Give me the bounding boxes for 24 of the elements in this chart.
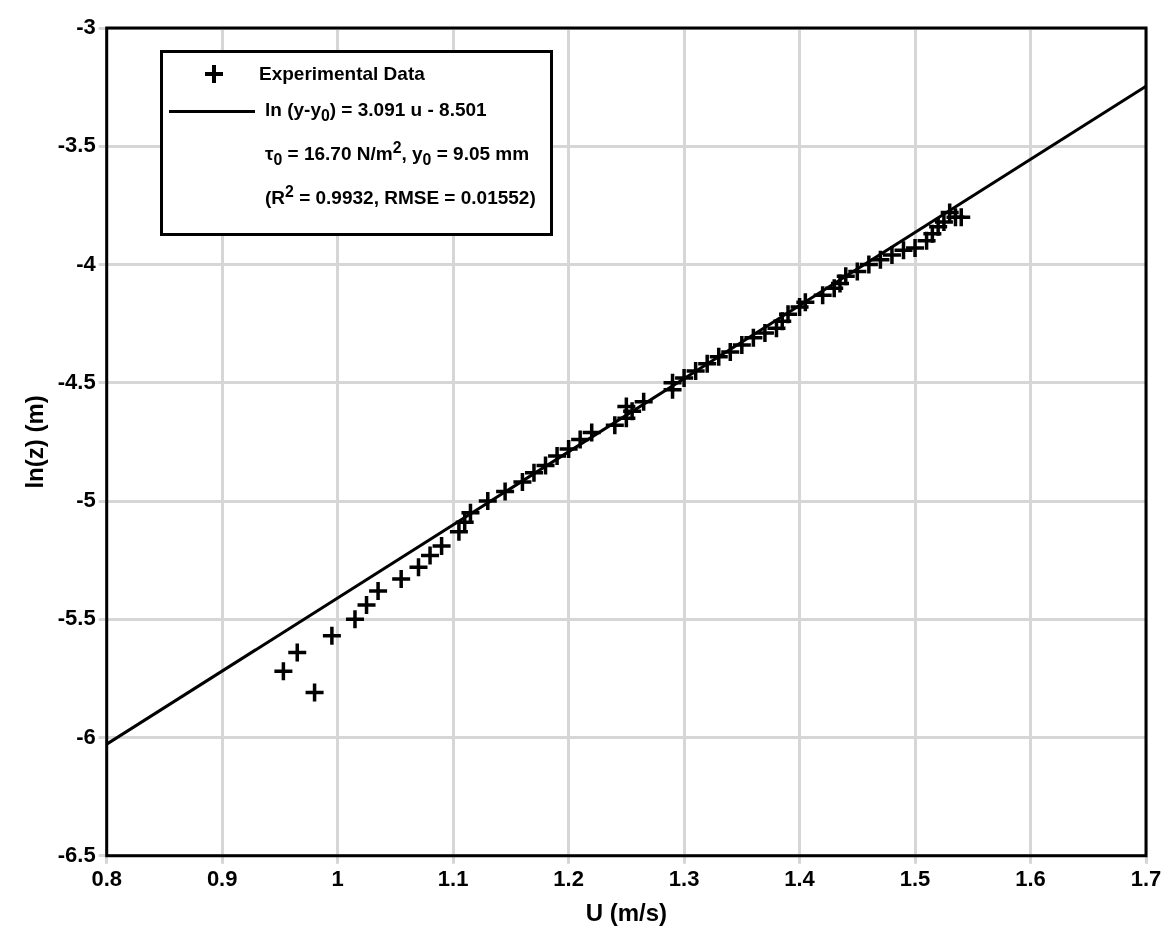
- x-tick-label: 1.6: [1015, 866, 1046, 892]
- x-tick-label: 1.3: [668, 866, 700, 892]
- y-tick-label: -5: [76, 487, 96, 513]
- y-tick-label: -3.5: [57, 132, 96, 158]
- annotation: τ$_{0}$ = 16.70 N/m$^{2}$, y$_{0}$ = 9.05 mm: [265, 138, 531, 169]
- x-tick-label: 0.9: [206, 866, 238, 892]
- legend-label: Experimental Data: [259, 63, 425, 85]
- y-tick-label: -3: [76, 14, 96, 40]
- x-tick-label: 1.2: [553, 866, 584, 892]
- y-tick-label: -4: [76, 250, 97, 276]
- y-axis-title: ln(z) (m): [21, 395, 49, 489]
- y-tick-label: -6: [76, 723, 96, 749]
- y-tick-label: -4.5: [57, 368, 96, 394]
- x-tick-label: 1.1: [437, 866, 469, 892]
- y-tick-label: -5.5: [57, 605, 96, 631]
- x-axis-title: U (m/s): [585, 899, 668, 927]
- x-tick-label: 1: [331, 866, 344, 892]
- x-tick-label: 1.4: [784, 866, 816, 892]
- x-tick-label: 0.8: [91, 866, 123, 892]
- y-tick-label: -6.5: [57, 841, 96, 867]
- x-tick-label: 1.7: [1130, 866, 1162, 892]
- annotation: (R$^{2}$ = 0.9932, RMSE = 0.01552): [265, 182, 536, 210]
- legend-label: ln (y-y$_{0}$) = 3.091 u - 8.501: [265, 99, 488, 125]
- x-tick-label: 1.5: [899, 866, 931, 892]
